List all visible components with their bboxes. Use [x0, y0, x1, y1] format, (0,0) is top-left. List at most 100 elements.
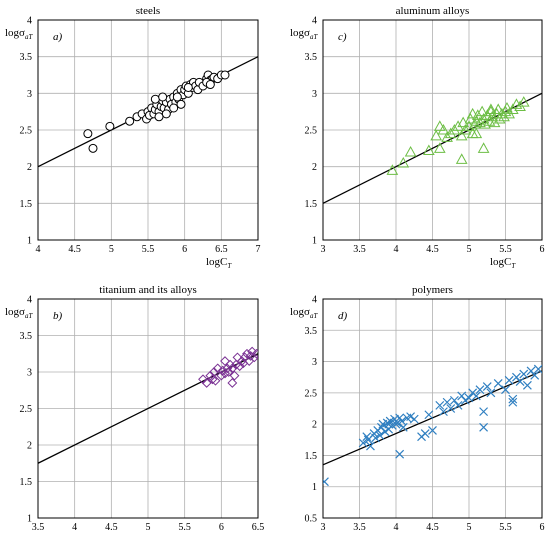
- x-axis-label: logCT: [490, 256, 516, 270]
- data-point: [183, 82, 193, 92]
- x-tick-label: 5.5: [178, 522, 191, 533]
- panel-title: polymers: [412, 284, 453, 296]
- data-point: [428, 425, 437, 435]
- data-point: [236, 356, 247, 366]
- x-tick-label: 5.5: [142, 244, 155, 255]
- x-axis-label-main: logC: [206, 256, 227, 268]
- data-point: [223, 367, 234, 377]
- data-point: [251, 348, 258, 359]
- data-point: [420, 429, 430, 438]
- x-tick-label: 3.5: [32, 522, 45, 533]
- y-axis-label: logσaT: [290, 306, 319, 320]
- panel-title: aluminum alloys: [396, 5, 470, 17]
- data-layer: [38, 56, 258, 168]
- x-tick-label: 5.5: [499, 522, 512, 533]
- data-point: [176, 99, 186, 109]
- data-point: [433, 142, 446, 153]
- x-tick-label: 5.5: [499, 244, 512, 255]
- data-point: [435, 400, 445, 410]
- data-point: [479, 118, 491, 129]
- data-point: [397, 156, 410, 168]
- x-tick-label: 6: [182, 244, 187, 255]
- panel-label: b): [53, 310, 63, 322]
- data-point: [423, 144, 435, 156]
- data-point: [448, 123, 461, 135]
- data-point: [455, 129, 468, 141]
- y-tick-label: 3.5: [305, 52, 318, 63]
- data-point: [486, 388, 496, 398]
- x-tick-label: 5: [146, 522, 151, 533]
- data-point: [522, 380, 532, 390]
- y-axis-label-main: logσ: [5, 306, 25, 318]
- data-point: [229, 370, 240, 381]
- data-point: [384, 419, 394, 429]
- data-point: [506, 103, 519, 114]
- data-point: [477, 142, 490, 153]
- data-point: [371, 433, 380, 443]
- x-tick-label: 4: [72, 522, 77, 533]
- x-tick-label: 7: [256, 244, 261, 255]
- data-point: [459, 123, 472, 135]
- y-tick-label: 2.5: [305, 388, 318, 399]
- data-point: [366, 441, 375, 451]
- x-tick-label: 3.5: [353, 522, 366, 533]
- data-point: [169, 103, 179, 113]
- y-tick-label: 1: [312, 236, 317, 247]
- x-tick-label: 5: [467, 522, 472, 533]
- data-point: [466, 107, 479, 119]
- data-point: [474, 116, 486, 128]
- data-point: [172, 92, 182, 102]
- data-point: [479, 407, 489, 417]
- x-tick-label: 6: [219, 522, 224, 533]
- data-point: [227, 363, 238, 374]
- data-point: [433, 120, 446, 131]
- data-point: [216, 370, 227, 381]
- y-axis-label-main: logσ: [5, 27, 25, 39]
- x-tick-label: 3: [321, 522, 326, 533]
- data-point: [449, 395, 459, 405]
- data-point: [508, 394, 518, 404]
- chart-panel-1: 4 4.5 5 5.5 6 6.5 7 1 1.5 2 2.5 3 3.5 4 steels a) logσaT…: [5, 5, 261, 270]
- data-point: [501, 385, 510, 395]
- chart-panel-3: 3.5 4 4.5 5 5.5 6 6.5 1 1.5 2 2.5 3 3.5 4 titanium and…: [5, 284, 264, 533]
- y-tick-label: 0.5: [305, 514, 318, 525]
- data-point: [533, 364, 542, 374]
- y-tick-label: 2: [312, 162, 317, 173]
- y-tick-label: 2: [312, 420, 317, 431]
- data-point: [358, 438, 368, 448]
- data-point: [404, 145, 417, 157]
- y-tick-label: 4: [312, 16, 317, 27]
- panel-label: a): [53, 31, 63, 43]
- data-point: [479, 422, 489, 432]
- data-point: [498, 110, 510, 122]
- y-tick-label: 3.5: [20, 331, 33, 342]
- panel-label: d): [338, 310, 348, 322]
- y-axis-label: logσaT: [290, 27, 319, 41]
- y-axis-label-sub: aT: [310, 33, 319, 41]
- y-axis-label: logσaT: [5, 306, 34, 320]
- data-point: [504, 375, 514, 385]
- y-tick-label: 1: [27, 236, 32, 247]
- x-tick-label: 5: [109, 244, 114, 255]
- data-point: [239, 352, 250, 363]
- data-point: [446, 404, 456, 413]
- data-point: [424, 410, 434, 420]
- data-point: [442, 397, 452, 407]
- data-point: [477, 112, 490, 124]
- y-tick-label: 2.5: [305, 126, 318, 137]
- y-tick-label: 1: [27, 514, 32, 525]
- data-point: [530, 370, 540, 380]
- data-point: [471, 109, 484, 120]
- x-tick-label: 6.5: [215, 244, 228, 255]
- data-point: [485, 103, 497, 114]
- x-tick-label: 4: [36, 244, 41, 255]
- y-axis-label: logσaT: [5, 27, 34, 41]
- data-point: [207, 374, 218, 385]
- x-tick-label: 6: [540, 244, 545, 255]
- data-point: [88, 143, 98, 153]
- chart-panel-2: 3 3.5 4 4.5 5 5.5 6 1 1.5 2 2.5 3 3.5 4 aluminum alloy…: [290, 5, 545, 270]
- data-point: [515, 377, 525, 387]
- data-point: [395, 449, 405, 459]
- data-point: [386, 164, 399, 175]
